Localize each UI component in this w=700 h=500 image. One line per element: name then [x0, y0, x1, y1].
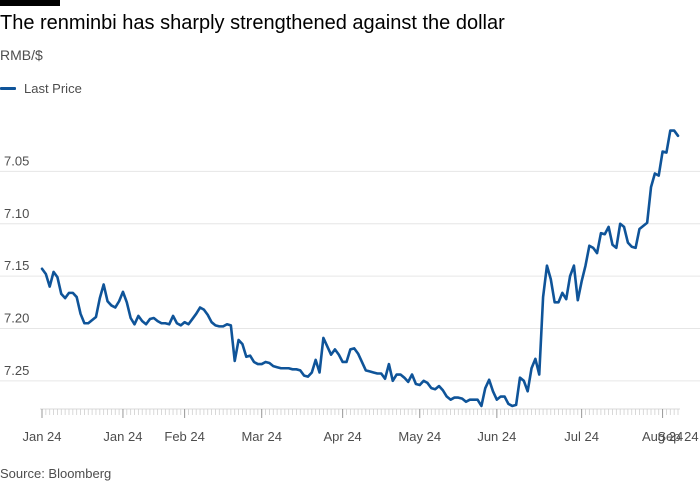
- x-tick-label: Jan 24: [22, 429, 61, 444]
- y-tick-label: 7.20: [4, 310, 29, 325]
- y-tick-label: 7.05: [4, 153, 29, 168]
- x-tick-label: May 24: [398, 429, 441, 444]
- y-axis-labels: 7.05 7.10 7.15 7.20 7.25: [4, 153, 29, 377]
- brand-bar: [0, 0, 60, 6]
- legend-swatch: [0, 86, 16, 90]
- x-tick-label: Aug 24: [642, 429, 683, 444]
- source-note: Source: Bloomberg: [0, 466, 112, 481]
- x-tick-label: Mar 24: [241, 429, 281, 444]
- x-tick-label: Sep 24: [657, 429, 698, 444]
- legend: Last Price: [0, 79, 82, 97]
- y-tick-label: 7.15: [4, 258, 29, 273]
- y-tick-label: 7.25: [4, 363, 29, 378]
- chart-title: The renminbi has sharply strengthened ag…: [0, 12, 505, 34]
- x-tick-label: Jan 24: [103, 429, 142, 444]
- series-layer: [40, 129, 680, 408]
- series-line-last-price: [40, 129, 680, 408]
- legend-label: Last Price: [24, 80, 82, 96]
- x-tick-label: Jun 24: [477, 429, 516, 444]
- x-tick-label: Apr 24: [323, 429, 361, 444]
- x-tick-label: Feb 24: [164, 429, 204, 444]
- x-axis: Jan 24 Jan 24 Feb 24 Mar 24 Apr 24 May 24 Jun …: [22, 408, 699, 444]
- chart-subtitle: RMB/$: [0, 47, 43, 63]
- x-tick-label: Jul 24: [564, 429, 599, 444]
- y-tick-label: 7.10: [4, 206, 29, 221]
